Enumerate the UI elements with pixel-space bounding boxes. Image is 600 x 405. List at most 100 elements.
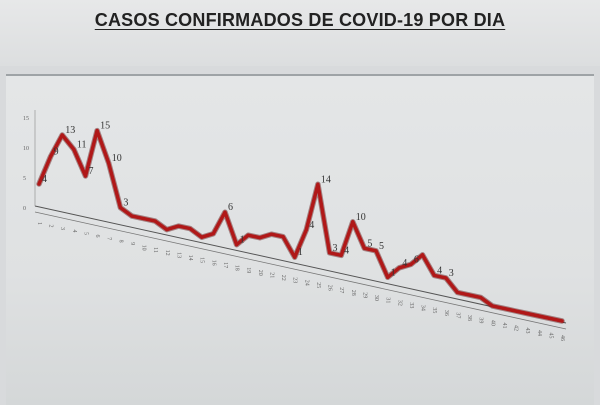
x-tick-label: 24 bbox=[303, 280, 309, 286]
data-point bbox=[293, 255, 297, 259]
x-tick-label: 42 bbox=[513, 325, 519, 331]
data-label: 10 bbox=[356, 212, 366, 223]
x-tick-label: 36 bbox=[443, 310, 449, 316]
data-label: 3 bbox=[333, 243, 338, 254]
data-point bbox=[525, 311, 529, 316]
data-point bbox=[269, 232, 274, 236]
x-tick-label: 27 bbox=[338, 287, 344, 293]
x-tick-label: 38 bbox=[466, 315, 472, 321]
data-point bbox=[560, 319, 564, 323]
data-label: 4 bbox=[42, 174, 47, 185]
data-label: 11 bbox=[77, 140, 87, 151]
x-tick-label: 10 bbox=[141, 245, 147, 251]
y-tick-label: 10 bbox=[23, 146, 29, 152]
data-point bbox=[60, 133, 64, 137]
x-tick-label: 28 bbox=[350, 290, 356, 296]
data-point bbox=[304, 228, 308, 232]
x-tick-label: 20 bbox=[257, 270, 263, 276]
x-tick-label: 4 bbox=[71, 230, 77, 233]
y-tick-label: 0 bbox=[23, 206, 26, 212]
x-tick-label: 35 bbox=[431, 307, 437, 313]
x-tick-label: 23 bbox=[292, 277, 298, 283]
x-axis-line bbox=[34, 205, 567, 324]
data-label: 4 bbox=[309, 220, 314, 231]
data-point bbox=[548, 316, 552, 321]
data-label: 3 bbox=[123, 198, 128, 209]
x-tick-label: 45 bbox=[547, 332, 553, 338]
x-tick-label: 34 bbox=[420, 305, 426, 311]
data-point bbox=[200, 235, 204, 239]
x-tick-label: 33 bbox=[408, 302, 414, 308]
data-point bbox=[281, 235, 285, 239]
x-tick-label: 8 bbox=[117, 240, 123, 243]
data-point bbox=[490, 304, 494, 308]
x-tick-label: 5 bbox=[82, 232, 88, 235]
data-label: 4 bbox=[437, 265, 442, 276]
data-point bbox=[72, 147, 76, 152]
data-label: 6 bbox=[228, 202, 233, 213]
data-point bbox=[513, 309, 518, 313]
data-point bbox=[339, 253, 343, 257]
data-label: 4 bbox=[402, 258, 407, 269]
x-tick-label: 37 bbox=[454, 312, 460, 318]
data-label: 15 bbox=[100, 121, 110, 132]
series-line-path bbox=[37, 128, 564, 323]
data-label: 3 bbox=[449, 268, 454, 279]
x-tick-label: 29 bbox=[361, 292, 367, 298]
data-point bbox=[95, 128, 99, 133]
x-tick-label: 46 bbox=[559, 335, 565, 341]
x-tick-label: 39 bbox=[478, 317, 484, 323]
data-point bbox=[37, 182, 41, 186]
data-point bbox=[176, 224, 181, 228]
data-point bbox=[107, 161, 111, 165]
data-point bbox=[223, 210, 227, 214]
x-tick-label: 19 bbox=[245, 267, 251, 273]
y-tick-label: 15 bbox=[23, 116, 29, 122]
x-tick-label: 11 bbox=[152, 247, 158, 253]
y-axis-ticks: 0 5 10 15 bbox=[23, 116, 29, 212]
x-tick-label: 44 bbox=[536, 330, 542, 336]
data-point bbox=[142, 217, 146, 221]
x-tick-label: 12 bbox=[164, 250, 170, 256]
data-point bbox=[444, 276, 448, 280]
page-title: CASOS CONFIRMADOS DE COVID-19 POR DIA bbox=[94, 10, 506, 30]
data-point bbox=[502, 306, 506, 311]
x-tick-label: 17 bbox=[222, 262, 228, 268]
x-axis-line-lower bbox=[34, 211, 567, 330]
series-line bbox=[36, 127, 565, 324]
x-tick-label: 40 bbox=[489, 320, 495, 326]
data-label: 5 bbox=[379, 241, 384, 252]
data-label: 9 bbox=[54, 147, 59, 158]
data-label: 14 bbox=[321, 174, 331, 185]
data-point bbox=[49, 154, 53, 159]
data-point bbox=[258, 236, 262, 240]
data-point bbox=[165, 228, 169, 232]
x-tick-label: 13 bbox=[175, 252, 181, 258]
data-label: 10 bbox=[112, 153, 122, 164]
x-tick-label: 9 bbox=[129, 242, 135, 245]
chart-board: 0 5 10 15 1 2 3 4 5 6 7 8 9 10 11 12 13 14 15 16 17 18 19 20 21… bbox=[6, 74, 594, 405]
x-tick-label: 16 bbox=[210, 260, 216, 266]
data-point bbox=[397, 266, 401, 270]
data-label: 1 bbox=[240, 235, 245, 246]
x-tick-label: 15 bbox=[199, 257, 205, 263]
data-point bbox=[432, 273, 436, 277]
x-tick-label: 21 bbox=[268, 272, 274, 278]
title-band bbox=[0, 0, 600, 66]
x-tick-label: 3 bbox=[59, 227, 65, 230]
x-tick-label: 26 bbox=[327, 285, 333, 291]
data-label: 5 bbox=[367, 238, 372, 249]
x-tick-label: 6 bbox=[94, 235, 100, 238]
data-point bbox=[327, 251, 332, 255]
data-point bbox=[83, 174, 88, 178]
data-label: 1 bbox=[391, 267, 396, 278]
data-point bbox=[234, 243, 239, 247]
data-label: 13 bbox=[65, 125, 75, 136]
data-point bbox=[409, 262, 413, 266]
x-tick-label: 14 bbox=[187, 255, 193, 261]
data-point bbox=[467, 293, 471, 297]
x-tick-label: 7 bbox=[106, 237, 112, 240]
